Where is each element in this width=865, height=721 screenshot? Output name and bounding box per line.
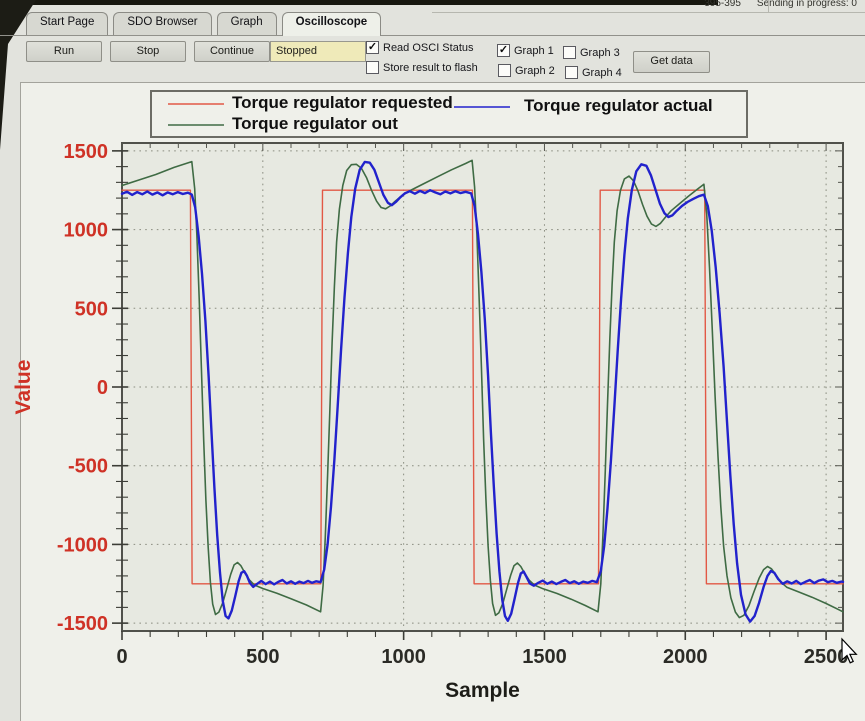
status-range-value: 395-395: [704, 0, 741, 9]
x-tick-label: 1000: [381, 646, 426, 668]
checkbox-label: Store result to flash: [383, 61, 478, 74]
checkbox-label: Graph 3: [580, 46, 620, 59]
status-progress-text: Sending in progress: 0: [756, 0, 857, 9]
checkbox-store-result-to-flash[interactable]: Store result to flash: [366, 61, 478, 74]
continue-button[interactable]: Continue: [194, 41, 270, 62]
tab-graph[interactable]: Graph: [216, 12, 277, 35]
series-actual: [120, 160, 845, 623]
checkbox-graph-4[interactable]: Graph 4: [565, 66, 622, 79]
checkbox-graph-3[interactable]: Graph 3: [563, 46, 620, 59]
checkbox-label: Read OSCI Status: [383, 41, 474, 54]
checkbox-label: Graph 2: [515, 64, 555, 77]
legend-line-out: [168, 124, 224, 126]
legend-label-actual: Torque regulator actual: [524, 96, 713, 115]
checkbox-box[interactable]: ✓: [497, 44, 510, 57]
legend-line-actual: [454, 106, 510, 108]
checkbox-box[interactable]: ✓: [366, 41, 379, 54]
oscilloscope-chart: -1500 -1000 -500 0 500 1000 1500 0 500 1000 1500 20…: [12, 141, 858, 702]
mouse-cursor: [841, 637, 858, 664]
legend-label-requested: Torque regulator requested: [232, 93, 453, 112]
legend-label-out: Torque regulator out: [232, 114, 398, 133]
checkbox-box[interactable]: [563, 46, 576, 59]
acquisition-status-field[interactable]: Stopped: [270, 41, 366, 62]
get-data-button[interactable]: Get data: [633, 51, 710, 73]
y-tick-label: 1000: [64, 220, 109, 242]
status-bar-divider: [432, 12, 865, 13]
x-tick-label: 1500: [522, 646, 567, 668]
tab-oscilloscope[interactable]: Oscilloscope: [281, 12, 382, 36]
y-tick-label: 1500: [64, 141, 109, 163]
x-axis-title: Sample: [445, 679, 520, 702]
run-button[interactable]: Run: [26, 41, 102, 62]
checkbox-box[interactable]: [565, 66, 578, 79]
screen-bezel-top: [0, 0, 718, 5]
top-status-bar: 395-395 Sending in progress: 0: [704, 0, 857, 13]
y-tick-label: -500: [68, 456, 108, 478]
checkbox-label: Graph 1: [514, 44, 554, 57]
series-requested: [121, 189, 844, 585]
chart-legend: Torque regulator requested Torque regula…: [150, 90, 748, 138]
checkbox-graph-1[interactable]: ✓ Graph 1: [497, 44, 554, 57]
y-axis-title: Value: [12, 360, 35, 415]
x-tick-label: 2500: [804, 646, 849, 668]
checkbox-read-osci-status[interactable]: ✓ Read OSCI Status: [366, 41, 474, 54]
x-tick-label: 2000: [663, 646, 708, 668]
tab-strip: Start Page SDO Browser Graph Oscilloscop…: [26, 12, 382, 36]
tab-strip-bottom-line: [0, 35, 865, 36]
x-tick-label: 0: [116, 646, 127, 668]
y-tick-label: 0: [97, 377, 108, 399]
legend-line-requested: [168, 103, 224, 105]
status-bar-separator: [768, 0, 769, 12]
checkbox-box[interactable]: [366, 61, 379, 74]
stop-button[interactable]: Stop: [110, 41, 186, 62]
x-tick-label: 500: [246, 646, 279, 668]
checkbox-graph-2[interactable]: Graph 2: [498, 64, 555, 77]
y-tick-label: -1000: [57, 534, 108, 556]
y-tick-label: 500: [75, 298, 108, 320]
checkbox-box[interactable]: [498, 64, 511, 77]
tab-sdo-browser[interactable]: SDO Browser: [113, 12, 212, 35]
tab-start-page[interactable]: Start Page: [26, 12, 109, 35]
checkbox-label: Graph 4: [582, 66, 622, 79]
y-tick-label: -1500: [57, 613, 108, 635]
